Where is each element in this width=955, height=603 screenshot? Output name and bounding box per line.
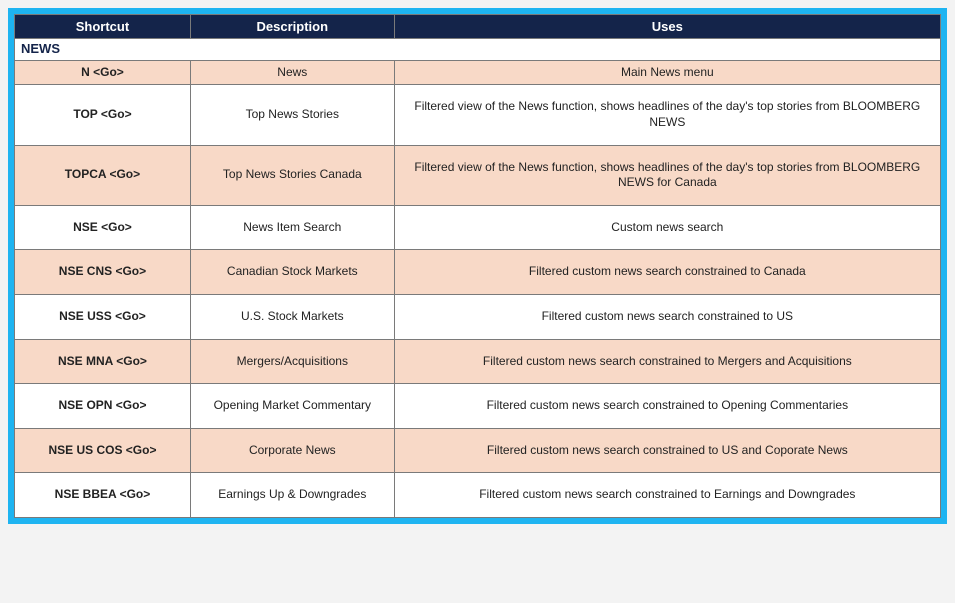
cell-shortcut: NSE CNS <Go> — [15, 250, 191, 295]
cell-shortcut: TOPCA <Go> — [15, 145, 191, 205]
cell-shortcut: N <Go> — [15, 60, 191, 85]
col-header-shortcut: Shortcut — [15, 15, 191, 39]
section-label: NEWS — [15, 39, 941, 61]
table-header: Shortcut Description Uses — [15, 15, 941, 39]
table-row: NSE MNA <Go>Mergers/AcquisitionsFiltered… — [15, 339, 941, 384]
table-row: NSE BBEA <Go>Earnings Up & DowngradesFil… — [15, 473, 941, 518]
cell-shortcut: NSE <Go> — [15, 205, 191, 250]
col-header-description: Description — [190, 15, 394, 39]
shortcuts-table: Shortcut Description Uses NEWS N <Go>New… — [14, 14, 941, 518]
cell-uses: Filtered custom news search constrained … — [394, 473, 940, 518]
cell-description: Mergers/Acquisitions — [190, 339, 394, 384]
cell-description: Top News Stories Canada — [190, 145, 394, 205]
cell-uses: Filtered view of the News function, show… — [394, 85, 940, 145]
cell-description: U.S. Stock Markets — [190, 295, 394, 340]
cell-uses: Filtered custom news search constrained … — [394, 295, 940, 340]
table-row: NSE OPN <Go>Opening Market CommentaryFil… — [15, 384, 941, 429]
cell-shortcut: NSE US COS <Go> — [15, 428, 191, 473]
cell-description: Top News Stories — [190, 85, 394, 145]
cell-uses: Filtered custom news search constrained … — [394, 384, 940, 429]
cell-description: Canadian Stock Markets — [190, 250, 394, 295]
table-row: NSE US COS <Go>Corporate NewsFiltered cu… — [15, 428, 941, 473]
section-row: NEWS — [15, 39, 941, 61]
table-row: N <Go>NewsMain News menu — [15, 60, 941, 85]
cell-uses: Filtered custom news search constrained … — [394, 428, 940, 473]
table-body: NEWS N <Go>NewsMain News menuTOP <Go>Top… — [15, 39, 941, 518]
table-row: NSE USS <Go>U.S. Stock MarketsFiltered c… — [15, 295, 941, 340]
cell-shortcut: NSE MNA <Go> — [15, 339, 191, 384]
cell-shortcut: NSE OPN <Go> — [15, 384, 191, 429]
table-row: TOPCA <Go>Top News Stories CanadaFiltere… — [15, 145, 941, 205]
table-frame: Shortcut Description Uses NEWS N <Go>New… — [8, 8, 947, 524]
cell-uses: Filtered view of the News function, show… — [394, 145, 940, 205]
cell-shortcut: TOP <Go> — [15, 85, 191, 145]
cell-description: News Item Search — [190, 205, 394, 250]
table-row: TOP <Go>Top News StoriesFiltered view of… — [15, 85, 941, 145]
cell-shortcut: NSE BBEA <Go> — [15, 473, 191, 518]
cell-uses: Custom news search — [394, 205, 940, 250]
table-row: NSE <Go>News Item SearchCustom news sear… — [15, 205, 941, 250]
cell-description: Opening Market Commentary — [190, 384, 394, 429]
cell-uses: Main News menu — [394, 60, 940, 85]
col-header-uses: Uses — [394, 15, 940, 39]
cell-uses: Filtered custom news search constrained … — [394, 339, 940, 384]
cell-description: Corporate News — [190, 428, 394, 473]
cell-shortcut: NSE USS <Go> — [15, 295, 191, 340]
table-row: NSE CNS <Go>Canadian Stock MarketsFilter… — [15, 250, 941, 295]
cell-uses: Filtered custom news search constrained … — [394, 250, 940, 295]
cell-description: Earnings Up & Downgrades — [190, 473, 394, 518]
cell-description: News — [190, 60, 394, 85]
